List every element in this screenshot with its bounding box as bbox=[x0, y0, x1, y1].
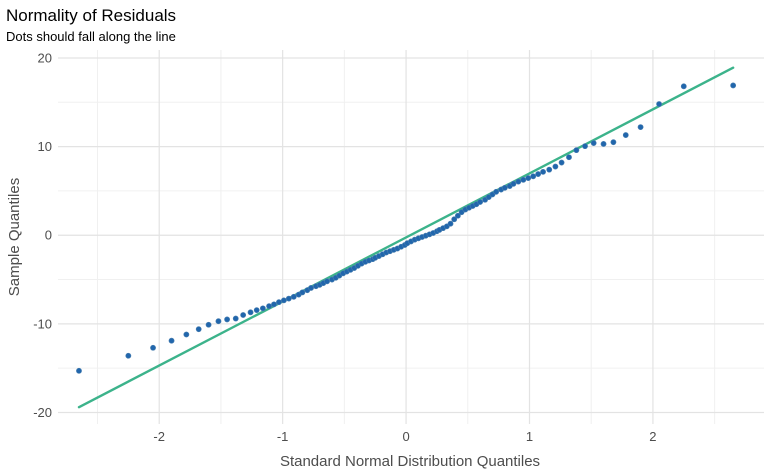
x-axis-ticks: -2 -1 0 1 2 bbox=[153, 429, 656, 444]
data-point bbox=[195, 326, 202, 333]
data-point bbox=[546, 166, 553, 173]
data-point bbox=[451, 216, 458, 223]
data-point bbox=[535, 171, 542, 177]
data-point bbox=[600, 141, 607, 147]
chart-subtitle: Dots should fall along the line bbox=[6, 29, 176, 44]
data-point bbox=[530, 173, 537, 180]
data-point bbox=[280, 297, 287, 304]
y-tick-label: 10 bbox=[38, 139, 52, 154]
data-point bbox=[558, 159, 565, 166]
y-axis-ticks: -20 -10 0 10 20 bbox=[33, 50, 52, 420]
data-point bbox=[573, 147, 580, 154]
data-point bbox=[680, 83, 687, 90]
data-point bbox=[247, 309, 254, 316]
data-point bbox=[224, 316, 230, 323]
data-point bbox=[259, 305, 266, 312]
x-tick-label: -1 bbox=[277, 429, 289, 444]
x-tick-label: 1 bbox=[526, 429, 533, 444]
data-point bbox=[610, 139, 617, 146]
data-point bbox=[501, 184, 508, 191]
data-point bbox=[622, 132, 629, 138]
data-point bbox=[455, 212, 461, 219]
y-tick-label: -10 bbox=[33, 316, 52, 331]
data-point bbox=[183, 331, 190, 338]
data-point bbox=[637, 124, 644, 131]
data-point bbox=[76, 367, 82, 374]
data-point bbox=[290, 293, 297, 300]
data-point bbox=[253, 307, 260, 314]
data-point bbox=[582, 143, 588, 150]
data-point bbox=[324, 278, 330, 285]
x-tick-label: -2 bbox=[153, 429, 165, 444]
data-point bbox=[552, 163, 559, 170]
data-point bbox=[477, 199, 484, 205]
data-point bbox=[150, 344, 156, 351]
data-point bbox=[730, 82, 737, 89]
data-point bbox=[308, 285, 314, 291]
data-point bbox=[168, 337, 175, 344]
y-tick-label: -20 bbox=[33, 405, 52, 420]
data-point bbox=[285, 295, 292, 302]
data-point bbox=[447, 220, 454, 227]
data-point bbox=[515, 178, 522, 185]
data-point bbox=[215, 318, 222, 325]
data-point bbox=[276, 299, 282, 306]
data-point bbox=[240, 312, 247, 318]
data-point bbox=[205, 321, 212, 328]
data-point bbox=[540, 168, 546, 175]
reference-line bbox=[77, 66, 735, 409]
chart-title: Normality of Residuals bbox=[6, 6, 176, 25]
data-point bbox=[590, 140, 597, 146]
data-point bbox=[566, 154, 572, 161]
data-point bbox=[299, 289, 306, 296]
x-tick-label: 2 bbox=[649, 429, 656, 444]
data-point bbox=[232, 315, 239, 322]
data-point bbox=[510, 180, 517, 187]
data-point bbox=[656, 101, 662, 107]
y-tick-label: 20 bbox=[38, 50, 52, 65]
data-point bbox=[271, 301, 277, 308]
y-axis-title: Sample Quantiles bbox=[6, 178, 23, 296]
x-tick-label: 0 bbox=[402, 429, 409, 444]
data-point bbox=[525, 175, 532, 181]
data-point bbox=[520, 176, 527, 183]
data-point bbox=[266, 303, 272, 310]
data-point bbox=[125, 352, 132, 359]
data-point bbox=[493, 188, 500, 195]
data-points bbox=[76, 82, 737, 374]
x-axis-title: Standard Normal Distribution Quantiles bbox=[280, 453, 540, 470]
y-tick-label: 0 bbox=[45, 228, 52, 243]
